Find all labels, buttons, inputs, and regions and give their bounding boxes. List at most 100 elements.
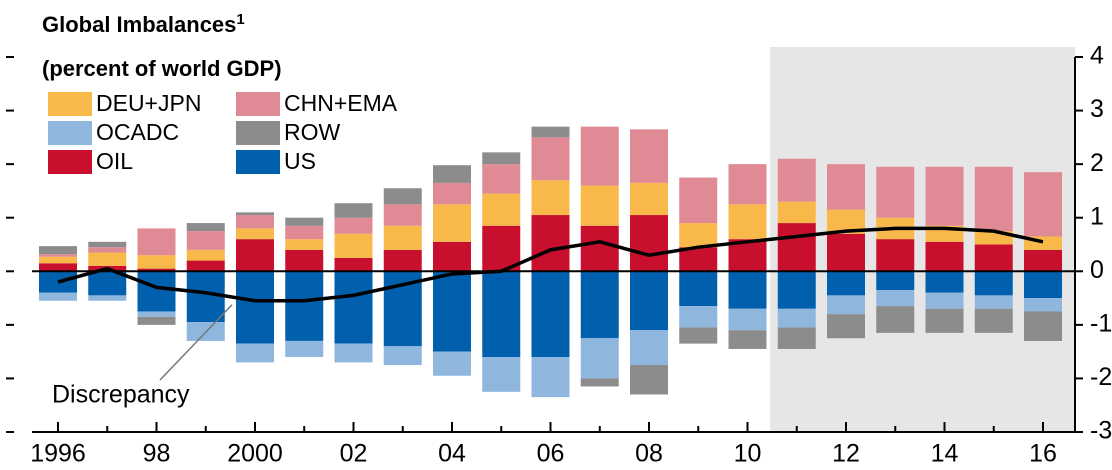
y-tick-label: 1 bbox=[1090, 202, 1104, 230]
bar-segment bbox=[88, 252, 127, 266]
bar-segment bbox=[137, 228, 176, 256]
bar-segment bbox=[827, 271, 865, 296]
bar-segment bbox=[39, 246, 77, 255]
bar-segment bbox=[186, 260, 225, 272]
bar-segment bbox=[88, 271, 127, 296]
bar-segment bbox=[580, 225, 619, 272]
bar-segment bbox=[630, 129, 668, 183]
bar-segment bbox=[531, 215, 570, 272]
bar-segment bbox=[777, 308, 816, 328]
bar-segment bbox=[1024, 311, 1062, 341]
bar-segment bbox=[580, 378, 619, 387]
x-tick-label: 2000 bbox=[227, 440, 283, 468]
x-tick-label: 14 bbox=[931, 440, 959, 468]
bar-segment bbox=[531, 180, 570, 216]
chart-subtitle: (percent of world GDP) bbox=[42, 56, 282, 81]
bar-segment bbox=[236, 212, 274, 216]
x-tick-label: 12 bbox=[832, 440, 860, 468]
bar-segment bbox=[974, 166, 1013, 232]
bar-segment bbox=[39, 256, 77, 264]
bar-segment bbox=[383, 204, 422, 226]
bar-segment bbox=[777, 223, 816, 272]
legend-label: OIL bbox=[96, 148, 133, 174]
bar-segment bbox=[334, 217, 373, 234]
bar-segment bbox=[433, 271, 471, 352]
bar-segment bbox=[777, 158, 816, 202]
bar-segment bbox=[580, 126, 619, 186]
bar-segment bbox=[974, 271, 1013, 296]
bar-segment bbox=[39, 254, 77, 257]
legend-swatch bbox=[236, 92, 280, 116]
y-tick-label: -2 bbox=[1090, 363, 1112, 391]
bar-segment bbox=[433, 351, 471, 376]
bar-segment bbox=[137, 311, 176, 317]
x-tick-label: 16 bbox=[1029, 440, 1057, 468]
legend-label: ROW bbox=[284, 119, 341, 145]
bar-segment bbox=[186, 271, 225, 323]
bar-segment bbox=[433, 182, 471, 205]
legend-label: OCADC bbox=[96, 119, 179, 145]
bar-segment bbox=[88, 247, 127, 253]
bar-segment bbox=[580, 271, 619, 339]
bar-segment bbox=[630, 365, 668, 395]
bar-segment bbox=[974, 308, 1013, 333]
bar-segment bbox=[383, 249, 422, 272]
bar-segment bbox=[285, 249, 324, 272]
bar-segment bbox=[137, 255, 176, 269]
bar-segment bbox=[728, 308, 767, 331]
title-text: Global Imbalances bbox=[42, 12, 236, 37]
x-tick-label: 98 bbox=[143, 440, 171, 468]
bar-segment bbox=[679, 223, 718, 248]
bar-segment bbox=[580, 185, 619, 226]
bar-segment bbox=[285, 225, 324, 240]
bar-segment bbox=[236, 343, 274, 363]
x-tick-label: 02 bbox=[340, 440, 368, 468]
y-tick-label: -3 bbox=[1090, 417, 1112, 445]
bar-segment bbox=[236, 239, 274, 272]
bar-segment bbox=[827, 295, 865, 315]
x-tick-label: 10 bbox=[734, 440, 762, 468]
bar-segment bbox=[679, 247, 718, 272]
bar-segment bbox=[88, 241, 127, 248]
bar-segment bbox=[433, 165, 471, 183]
bar-segment bbox=[433, 241, 471, 272]
bar-segment bbox=[925, 241, 964, 272]
bar-segment bbox=[186, 231, 225, 250]
legend-label: DEU+JPN bbox=[96, 90, 201, 116]
bar-segment bbox=[482, 164, 521, 194]
bar-segment bbox=[531, 137, 570, 181]
bar-segment bbox=[876, 290, 915, 307]
bar-segment bbox=[236, 228, 274, 240]
bar-segment bbox=[88, 295, 127, 301]
bar-segment bbox=[334, 203, 373, 218]
legend-label: US bbox=[284, 148, 316, 174]
bar-segment bbox=[580, 338, 619, 379]
bar-segment bbox=[1024, 298, 1062, 312]
bar-segment bbox=[334, 257, 373, 272]
discrepancy-line bbox=[57, 226, 1044, 303]
bar-segment bbox=[1024, 271, 1062, 299]
bar-segment bbox=[876, 271, 915, 291]
y-tick-label: 0 bbox=[1090, 256, 1104, 284]
bar-segment bbox=[186, 249, 225, 261]
y-tick-label: 3 bbox=[1090, 95, 1104, 123]
bar-segment bbox=[482, 271, 521, 357]
bar-segment bbox=[383, 346, 422, 366]
bar-segment bbox=[728, 204, 767, 240]
y-tick-label: -1 bbox=[1090, 309, 1112, 337]
bar-segment bbox=[236, 271, 274, 344]
bar-segment bbox=[876, 306, 915, 333]
bar-segment bbox=[876, 239, 915, 272]
bar-segment bbox=[777, 327, 816, 349]
bar-segment bbox=[679, 327, 718, 344]
bar-segment bbox=[728, 271, 767, 309]
bar-segment bbox=[925, 292, 964, 309]
bar-segment bbox=[186, 223, 225, 232]
legend-swatch bbox=[48, 150, 92, 174]
legend-swatch bbox=[48, 121, 92, 145]
bar-segment bbox=[974, 295, 1013, 309]
bar-segment bbox=[630, 330, 668, 366]
bar-segment bbox=[827, 164, 865, 210]
bar-segment bbox=[334, 233, 373, 258]
